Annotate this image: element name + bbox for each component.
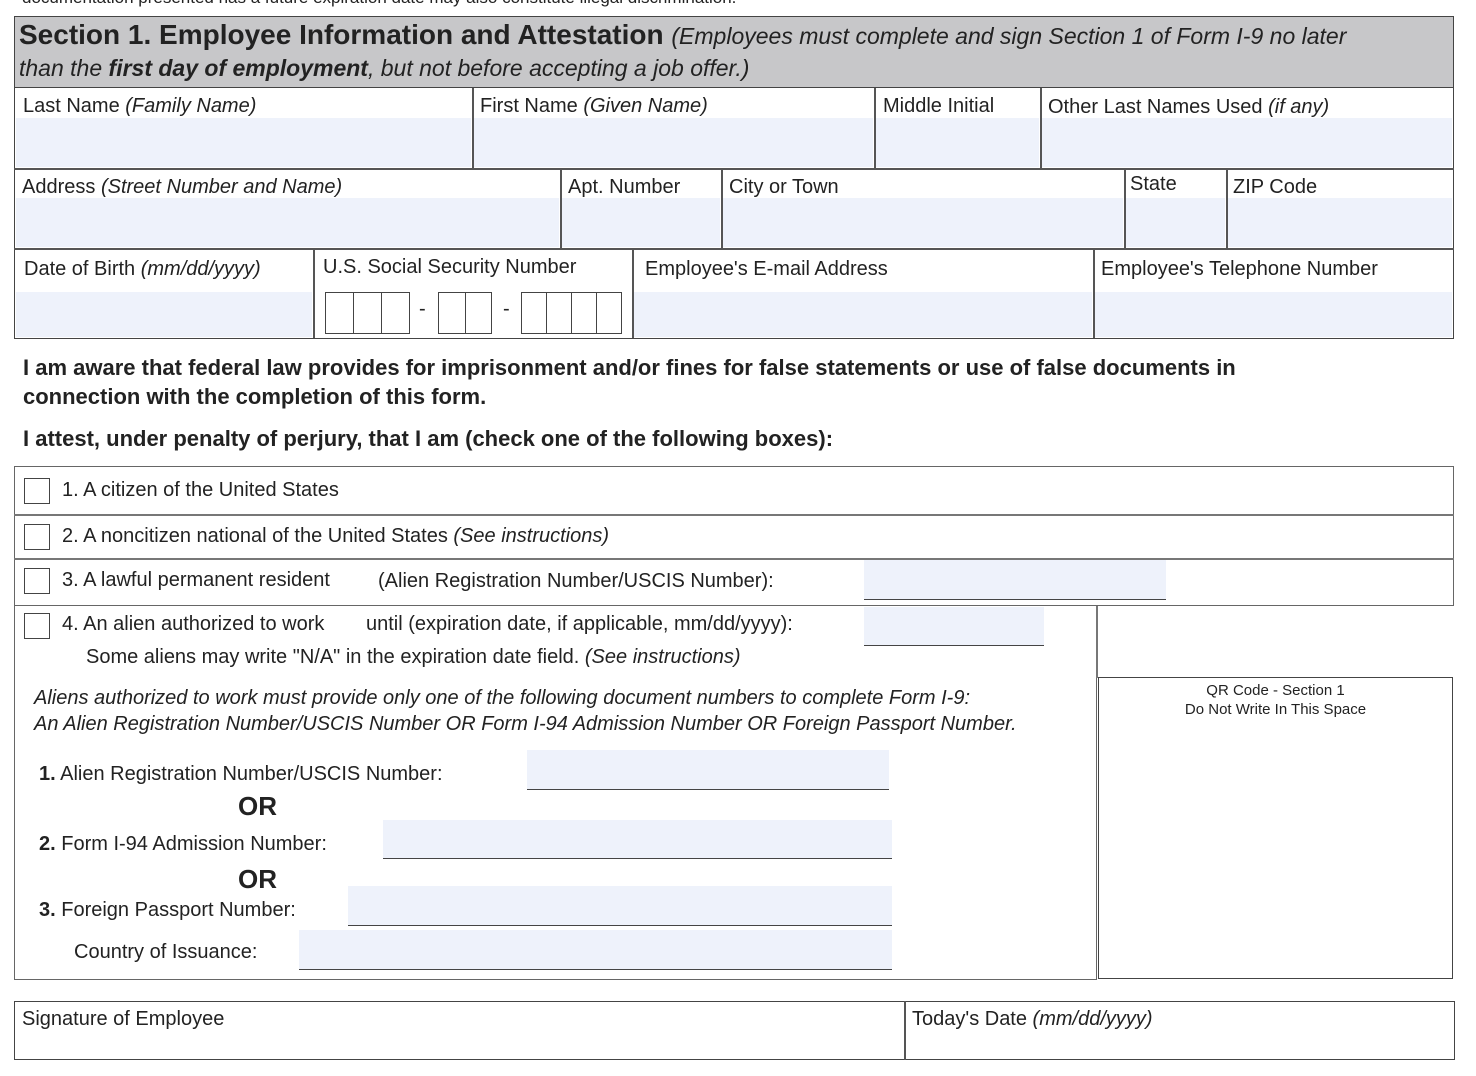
alien-registration-number-field[interactable]	[527, 750, 889, 790]
country-label: Country of Issuance:	[74, 941, 258, 963]
doc-3-label: 3. Foreign Passport Number:	[39, 899, 296, 921]
last-name-label: Last Name (Family Name)	[23, 95, 257, 117]
employee-info-grid	[14, 88, 1454, 339]
option-1-label: 1. A citizen of the United States	[62, 479, 339, 501]
qr-note: Do Not Write In This Space	[1184, 701, 1367, 718]
section-note-2: than the	[19, 55, 109, 81]
city-label: City or Town	[729, 176, 839, 198]
option-3-label: 3. A lawful permanent resident	[62, 569, 330, 591]
i94-number-field[interactable]	[383, 820, 892, 859]
qr-code-area: QR Code - Section 1 Do Not Write In This…	[1098, 677, 1453, 979]
middle-initial-field[interactable]	[876, 118, 1039, 167]
other-names-label: Other Last Names Used (if any)	[1048, 96, 1330, 118]
ssn-part-2[interactable]	[438, 292, 492, 334]
middle-initial-label: Middle Initial	[883, 95, 995, 117]
top-text: documentation presented has a future exp…	[22, 0, 736, 8]
email-field[interactable]	[634, 292, 1092, 337]
zip-label: ZIP Code	[1233, 176, 1318, 198]
ssn-label: U.S. Social Security Number	[323, 256, 577, 278]
first-name-label: First Name (Given Name)	[480, 95, 708, 117]
ssn-dash: -	[419, 298, 426, 320]
permanent-resident-checkbox[interactable]	[24, 568, 50, 594]
option-4-expiration-label: until (expiration date, if applicable, m…	[366, 613, 793, 635]
or-text: OR	[238, 791, 277, 821]
aliens-note-1: Aliens authorized to work must provide o…	[34, 687, 971, 709]
section-note-bold: first day of employment	[108, 55, 368, 81]
section-note-3: , but not before accepting a job offer.)	[367, 55, 750, 81]
ssn-part-1[interactable]	[325, 292, 410, 334]
section-title: Section 1. Employee Information and Atte…	[19, 19, 664, 50]
ssn-dash: -	[503, 298, 510, 320]
aliens-note-2: An Alien Registration Number/USCIS Numbe…	[34, 713, 1017, 735]
section-header: Section 1. Employee Information and Atte…	[14, 16, 1454, 88]
alien-authorized-checkbox[interactable]	[24, 613, 50, 639]
or-text: OR	[238, 864, 277, 894]
address-label: Address (Street Number and Name)	[22, 176, 343, 198]
option-4-label: 4. An alien authorized to work	[62, 613, 325, 635]
alien-number-field[interactable]	[864, 560, 1166, 600]
expiration-date-field[interactable]	[864, 607, 1044, 646]
apt-label: Apt. Number	[568, 176, 681, 198]
qr-label: QR Code - Section 1	[1206, 682, 1345, 699]
email-label: Employee's E-mail Address	[645, 258, 888, 280]
passport-number-field[interactable]	[348, 886, 892, 926]
zip-field[interactable]	[1228, 198, 1452, 247]
alien-box	[14, 606, 1097, 980]
signature-box	[14, 1001, 1455, 1060]
dob-label: Date of Birth (mm/dd/yyyy)	[24, 258, 261, 280]
aware-text: I am aware that federal law provides for…	[23, 355, 1236, 380]
attest-text: I attest, under penalty of perjury, that…	[23, 426, 834, 451]
other-last-names-field[interactable]	[1042, 118, 1452, 167]
ssn-part-3[interactable]	[521, 292, 622, 334]
address-field[interactable]	[16, 198, 559, 247]
city-field[interactable]	[723, 198, 1123, 247]
section-note: (Employees must complete and sign Sectio…	[671, 23, 1347, 49]
option-2-label: 2. A noncitizen national of the United S…	[62, 525, 610, 547]
last-name-field[interactable]	[16, 118, 471, 167]
option-3-number-label: (Alien Registration Number/USCIS Number)…	[378, 570, 774, 592]
noncitizen-national-checkbox[interactable]	[24, 524, 50, 550]
first-name-field[interactable]	[474, 118, 873, 167]
doc-1-label: 1. Alien Registration Number/USCIS Numbe…	[39, 763, 443, 785]
option-4-note: Some aliens may write "N/A" in the expir…	[86, 646, 741, 668]
state-field[interactable]	[1126, 198, 1225, 247]
options-box	[14, 466, 1454, 606]
state-label: State	[1130, 173, 1177, 195]
date-label: Today's Date (mm/dd/yyyy)	[912, 1008, 1153, 1030]
citizen-checkbox[interactable]	[24, 478, 50, 504]
doc-2-label: 2. Form I-94 Admission Number:	[39, 833, 327, 855]
signature-label: Signature of Employee	[22, 1008, 225, 1030]
dob-field[interactable]	[16, 292, 312, 337]
phone-field[interactable]	[1095, 292, 1452, 337]
country-of-issuance-field[interactable]	[299, 930, 892, 970]
apt-number-field[interactable]	[562, 198, 720, 247]
aware-text-2: connection with the completion of this f…	[23, 384, 487, 409]
phone-label: Employee's Telephone Number	[1101, 258, 1378, 280]
